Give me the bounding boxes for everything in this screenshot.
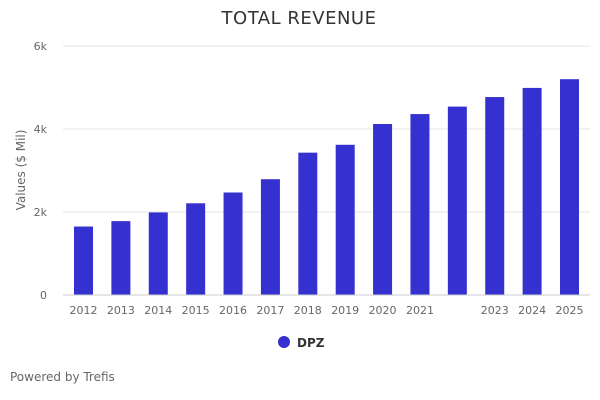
chart-title: TOTAL REVENUE [221, 8, 377, 29]
x-tick-label-2015: 2015 [182, 304, 210, 317]
x-tick-label-2019: 2019 [331, 304, 359, 317]
x-tick-label-2012: 2012 [70, 304, 98, 317]
x-axis-tick-labels: 2012 2013 2014 2015 2016 2017 2018 2019 2020 2021… [70, 304, 584, 317]
bar-2023[interactable] [485, 97, 505, 295]
y-axis-label: Values ($ Mil) [14, 130, 28, 211]
x-tick-label-2023: 2023 [481, 304, 509, 317]
x-tick-label-2024: 2024 [518, 304, 546, 317]
bar-2018[interactable] [298, 152, 318, 295]
bar-2012[interactable] [74, 226, 93, 295]
x-tick-label-2021: 2021 [406, 304, 434, 317]
x-tick-label-2017: 2017 [256, 304, 284, 317]
bars [74, 79, 579, 296]
x-tick-label-2013: 2013 [107, 304, 135, 317]
bar-2017[interactable] [260, 179, 280, 295]
bar-2013[interactable] [111, 221, 131, 295]
x-tick-label-2016: 2016 [219, 304, 247, 317]
grid-lines [63, 45, 590, 213]
bar-2014[interactable] [148, 212, 168, 295]
bar-2020[interactable] [373, 124, 393, 296]
y-axis-tick-labels: 0 2k 4k 6k [34, 40, 48, 302]
bar-2015[interactable] [186, 203, 206, 295]
legend-label-dpz: DPZ [297, 336, 325, 350]
x-tick-label-2014: 2014 [144, 304, 172, 317]
y-tick-label: 0 [40, 289, 47, 302]
legend-marker-dpz [278, 336, 290, 348]
y-tick-label: 6k [34, 40, 48, 53]
bar-2024[interactable] [522, 87, 542, 295]
x-tick-label-2018: 2018 [294, 304, 322, 317]
bar-2022[interactable] [447, 106, 467, 295]
x-tick-label-2020: 2020 [369, 304, 397, 317]
x-tick-label-2025: 2025 [556, 304, 584, 317]
bar-2021[interactable] [410, 114, 430, 295]
bar-2019[interactable] [335, 144, 355, 295]
powered-by-credits[interactable]: Powered by Trefis [10, 370, 115, 384]
bar-2025[interactable] [560, 79, 579, 295]
legend[interactable]: DPZ [278, 336, 325, 350]
y-tick-label: 2k [34, 206, 48, 219]
bar-2016[interactable] [223, 192, 243, 295]
y-tick-label: 4k [34, 123, 48, 136]
